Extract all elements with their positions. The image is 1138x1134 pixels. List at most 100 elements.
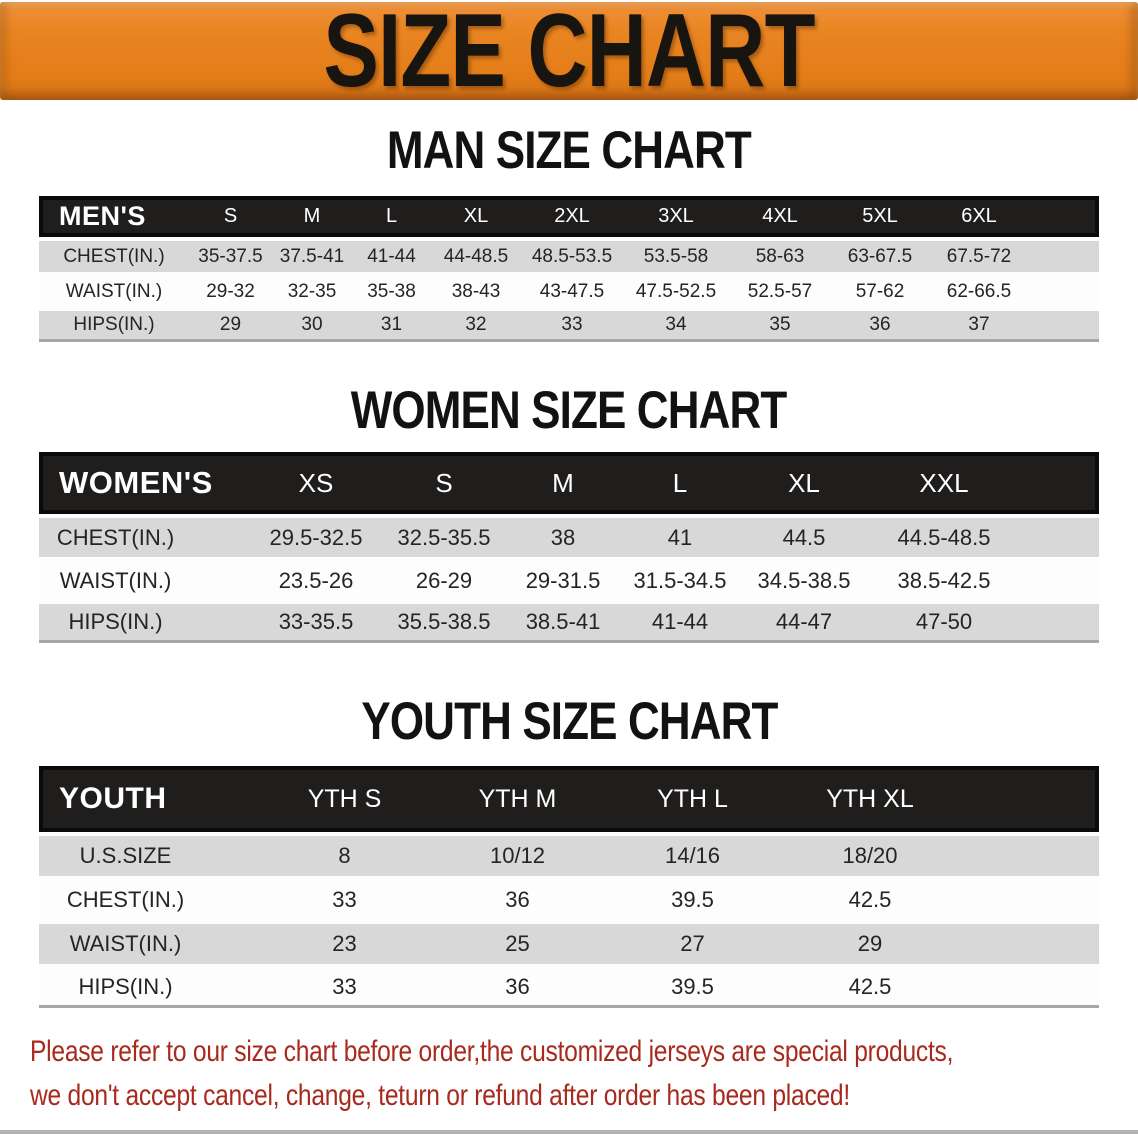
disclaimer: Please refer to our size chart before or… [30, 1030, 1138, 1118]
table-row: CHEST(IN.) 33 36 39.5 42.5 [39, 876, 1099, 920]
size-cell: 29 [780, 920, 960, 964]
disclaimer-line-1: Please refer to our size chart before or… [30, 1035, 954, 1068]
table-row: HIPS(IN.) 33-35.5 35.5-38.5 38.5-41 41-44 44-… [39, 600, 1099, 643]
youth-section-title-text: YOUTH SIZE CHART [360, 691, 778, 751]
table-row: HIPS(IN.) 29 30 31 32 33 34 35 36 37 [39, 307, 1099, 342]
size-cell: 48.5-53.5 [521, 237, 623, 272]
size-cell: 27 [605, 920, 780, 964]
size-cell: 57-62 [831, 272, 929, 307]
size-cell: 29-31.5 [505, 557, 621, 600]
row-filler [960, 920, 1099, 964]
disclaimer-line-2: we don't accept cancel, change, teturn o… [30, 1079, 850, 1112]
column-header: 2XL [521, 196, 623, 237]
row-filler [1029, 237, 1099, 272]
size-cell: 29-32 [189, 272, 272, 307]
size-cell: 38-43 [431, 272, 521, 307]
row-filler [1019, 514, 1099, 557]
table-corner-label: YOUTH [39, 766, 259, 832]
row-label: CHEST(IN.) [39, 876, 259, 920]
column-header: YTH M [430, 766, 605, 832]
women-size-table: WOMEN'S XS S M L XL XXL CHEST(IN.) 29.5-32.5 32.5… [39, 452, 1099, 643]
column-header: YTH L [605, 766, 780, 832]
size-cell: 32-35 [272, 272, 352, 307]
size-cell: 47.5-52.5 [623, 272, 729, 307]
size-cell: 39.5 [605, 964, 780, 1008]
women-section-title: WOMEN SIZE CHART [0, 380, 1138, 440]
size-cell: 31 [352, 307, 431, 342]
size-cell: 26-29 [383, 557, 505, 600]
size-cell: 32 [431, 307, 521, 342]
column-header: M [505, 452, 621, 514]
column-header: 5XL [831, 196, 929, 237]
column-header: XL [739, 452, 869, 514]
size-cell: 33 [259, 964, 430, 1008]
youth-size-table: YOUTH YTH S YTH M YTH L YTH XL U.S.SIZE 8 10/12… [39, 766, 1099, 1008]
size-cell: 62-66.5 [929, 272, 1029, 307]
size-cell: 36 [831, 307, 929, 342]
size-cell: 41 [621, 514, 739, 557]
size-cell: 41-44 [621, 600, 739, 643]
youth-section-title: YOUTH SIZE CHART [0, 691, 1138, 751]
size-cell: 58-63 [729, 237, 831, 272]
women-section-title-text: WOMEN SIZE CHART [351, 380, 788, 440]
size-cell: 10/12 [430, 832, 605, 876]
size-cell: 38.5-42.5 [869, 557, 1019, 600]
size-cell: 43-47.5 [521, 272, 623, 307]
size-cell: 35 [729, 307, 831, 342]
table-row: HIPS(IN.) 33 36 39.5 42.5 [39, 964, 1099, 1008]
size-cell: 8 [259, 832, 430, 876]
bottom-edge-line [0, 1130, 1138, 1134]
size-cell: 33-35.5 [249, 600, 383, 643]
column-header: YTH S [259, 766, 430, 832]
row-label: HIPS(IN.) [39, 600, 249, 643]
row-label: U.S.SIZE [39, 832, 259, 876]
size-cell: 52.5-57 [729, 272, 831, 307]
header-filler [1019, 452, 1099, 514]
column-header: XS [249, 452, 383, 514]
size-cell: 41-44 [352, 237, 431, 272]
row-label: CHEST(IN.) [39, 237, 189, 272]
header-filler [1029, 196, 1099, 237]
men-section-title: MAN SIZE CHART [0, 120, 1138, 180]
table-row: CHEST(IN.) 29.5-32.5 32.5-35.5 38 41 44.5 44.5… [39, 514, 1099, 557]
size-chart-banner: SIZE CHART [0, 0, 1138, 103]
men-size-table: MEN'S S M L XL 2XL 3XL 4XL 5XL 6XL CHEST(IN.) 35-37… [39, 196, 1099, 342]
row-label: HIPS(IN.) [39, 307, 189, 342]
column-header: XL [431, 196, 521, 237]
table-row: WAIST(IN.) 29-32 32-35 35-38 38-43 43-47.5 47.… [39, 272, 1099, 307]
row-label: WAIST(IN.) [39, 557, 249, 600]
size-cell: 36 [430, 876, 605, 920]
row-label: WAIST(IN.) [39, 920, 259, 964]
size-cell: 18/20 [780, 832, 960, 876]
column-header: L [352, 196, 431, 237]
size-cell: 47-50 [869, 600, 1019, 643]
row-label: CHEST(IN.) [39, 514, 249, 557]
header-filler [960, 766, 1099, 832]
column-header: M [272, 196, 352, 237]
size-cell: 44.5-48.5 [869, 514, 1019, 557]
column-header: S [189, 196, 272, 237]
column-header: 3XL [623, 196, 729, 237]
row-filler [1029, 272, 1099, 307]
size-cell: 14/16 [605, 832, 780, 876]
row-filler [1019, 600, 1099, 643]
size-cell: 44-47 [739, 600, 869, 643]
men-section-title-text: MAN SIZE CHART [386, 120, 752, 180]
size-cell: 34.5-38.5 [739, 557, 869, 600]
size-cell: 35-37.5 [189, 237, 272, 272]
size-cell: 33 [521, 307, 623, 342]
row-filler [960, 964, 1099, 1008]
table-row: CHEST(IN.) 35-37.5 37.5-41 41-44 44-48.5 48.5… [39, 237, 1099, 272]
size-cell: 29.5-32.5 [249, 514, 383, 557]
size-cell: 37 [929, 307, 1029, 342]
size-cell: 42.5 [780, 876, 960, 920]
table-corner-label: MEN'S [39, 196, 189, 237]
size-cell: 29 [189, 307, 272, 342]
size-cell: 23.5-26 [249, 557, 383, 600]
row-filler [960, 876, 1099, 920]
size-cell: 44-48.5 [431, 237, 521, 272]
size-cell: 63-67.5 [831, 237, 929, 272]
column-header: XXL [869, 452, 1019, 514]
size-cell: 34 [623, 307, 729, 342]
size-cell: 31.5-34.5 [621, 557, 739, 600]
